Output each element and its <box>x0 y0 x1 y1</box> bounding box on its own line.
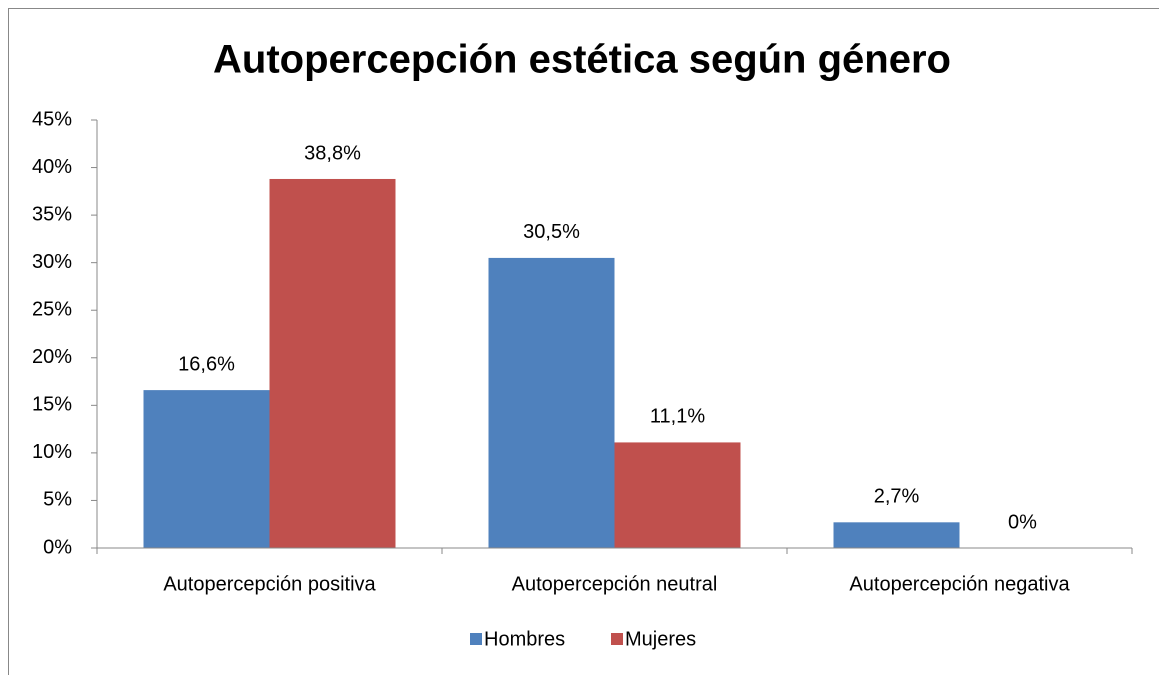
legend-label: Mujeres <box>625 628 696 650</box>
y-tick-label: 30% <box>32 251 72 273</box>
y-tick-label: 35% <box>32 203 72 225</box>
value-label: 2,7% <box>874 486 920 508</box>
value-label: 38,8% <box>304 142 361 164</box>
bar <box>833 522 960 548</box>
y-tick-label: 5% <box>43 489 72 511</box>
x-tick-label: Autopercepción neutral <box>512 573 718 595</box>
y-tick-label: 40% <box>32 156 72 178</box>
x-tick-label: Autopercepción negativa <box>849 573 1070 595</box>
value-label: 16,6% <box>178 353 235 375</box>
legend-swatch <box>470 633 482 645</box>
y-tick-label: 10% <box>32 441 72 463</box>
bar <box>269 178 396 549</box>
legend-swatch <box>611 633 623 645</box>
value-label: 30,5% <box>523 221 580 243</box>
bar <box>614 442 741 548</box>
y-tick-label: 20% <box>32 346 72 368</box>
chart-frame <box>8 8 1159 675</box>
x-tick-label: Autopercepción positiva <box>163 573 376 595</box>
value-label: 11,1% <box>650 406 705 428</box>
y-tick-label: 15% <box>32 394 72 416</box>
y-tick-label: 45% <box>32 108 72 130</box>
chart-title: Autopercepción estética según género <box>213 38 951 82</box>
value-label: 0% <box>1008 511 1037 533</box>
y-tick-label: 0% <box>43 536 72 558</box>
bar <box>488 257 615 548</box>
legend-label: Hombres <box>484 628 565 650</box>
y-tick-label: 25% <box>32 299 72 321</box>
bar <box>143 390 270 548</box>
